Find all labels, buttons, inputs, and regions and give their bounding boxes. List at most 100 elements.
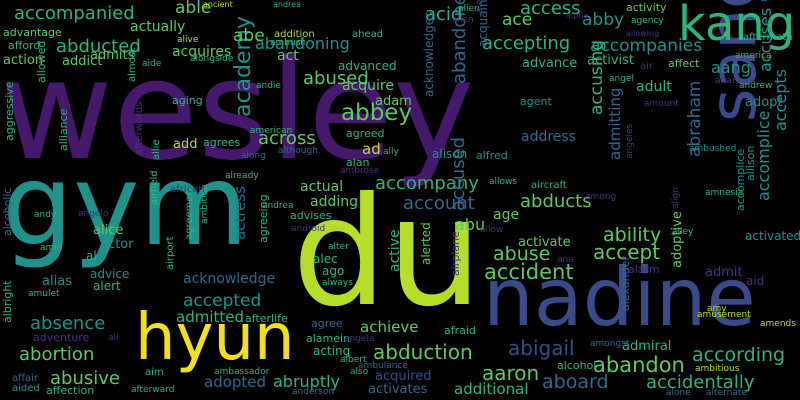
- word-advice: advice: [90, 267, 130, 281]
- word-america: america: [735, 51, 772, 61]
- word-hyun: hyun: [135, 301, 295, 375]
- word-airfield: airfield: [149, 170, 160, 205]
- word-adult: adult: [636, 79, 672, 95]
- word-accompany: accompany: [375, 173, 479, 194]
- word-abduction: abduction: [373, 340, 473, 364]
- word-acting: acting: [313, 344, 351, 358]
- word-actor: actor: [100, 237, 134, 252]
- word-alice: alice: [93, 223, 124, 238]
- word-across: across: [258, 128, 316, 149]
- word-affect: affect: [668, 57, 700, 70]
- word-allows: allows: [489, 177, 518, 187]
- word-agree: agree: [311, 317, 343, 330]
- word-adopt: adopt: [745, 95, 783, 110]
- word-afraid: afraid: [444, 324, 476, 337]
- word-alerted: alerted: [419, 222, 433, 265]
- word-adoptive: adoptive: [670, 211, 685, 268]
- word-access: access: [520, 0, 581, 19]
- word-ancient: ancient: [203, 0, 233, 9]
- word-addict: addict: [62, 54, 103, 69]
- word-activist: activist: [587, 53, 634, 68]
- word-abducted: abducted: [56, 36, 141, 57]
- word-afterlife: afterlife: [245, 312, 288, 325]
- word-accepting: accepting: [482, 33, 571, 54]
- word-alien: alien: [458, 4, 480, 14]
- word-ambitious: ambitious: [695, 364, 740, 374]
- word-ambulance: ambulance: [358, 361, 408, 371]
- word-amulet: amulet: [28, 289, 60, 299]
- word-abu: abu: [455, 215, 486, 234]
- word-amongst: amongst: [590, 339, 630, 349]
- word-nadine: nadine: [483, 251, 756, 344]
- word-agent: agent: [520, 95, 552, 108]
- word-abbey: abbey: [341, 100, 413, 126]
- word-allow: allow: [480, 225, 504, 235]
- word-air: air: [640, 61, 654, 72]
- word-almost: almost: [127, 48, 138, 82]
- word-activated: activated: [745, 229, 800, 243]
- word-alex: alex: [475, 0, 485, 13]
- word-ahead: ahead: [352, 29, 384, 40]
- word-accepted: accepted: [183, 291, 262, 311]
- word-allowing: allowing: [626, 29, 660, 38]
- word-align: align: [671, 187, 681, 209]
- word-ace: ace: [502, 10, 533, 30]
- word-agreed: agreed: [346, 127, 385, 140]
- word-adam: adam: [375, 94, 412, 109]
- word-absence: absence: [30, 313, 106, 334]
- word-aid: aid: [746, 274, 765, 288]
- word-activate: activate: [518, 235, 571, 250]
- word-aircraft: aircraft: [531, 180, 567, 191]
- word-age: age: [493, 207, 520, 223]
- word-african: african: [170, 184, 205, 195]
- word-alison: alison: [432, 147, 468, 161]
- word-alarm: alarm: [628, 263, 660, 276]
- word-ability: ability: [603, 224, 662, 246]
- word-aftermath: aftermath: [743, 32, 793, 43]
- word-alcohol: alcohol: [557, 359, 597, 372]
- word-angeles: angeles: [625, 123, 635, 159]
- word-wesley: wesley: [0, 30, 475, 191]
- word-ambushed: ambushed: [689, 144, 737, 154]
- word-anderson: anderson: [292, 387, 335, 397]
- word-address: address: [521, 129, 577, 145]
- word-andrea-top: andrea: [273, 0, 301, 9]
- word-although: although: [278, 146, 318, 156]
- word-airplane: airplane: [449, 231, 462, 276]
- word-adopted: adopted: [204, 373, 267, 391]
- word-amid: amid: [40, 243, 63, 253]
- word-admitted: admitted: [176, 308, 245, 326]
- word-abortion: abortion: [19, 344, 95, 365]
- word-allowed: allowed: [35, 40, 48, 83]
- word-accidentally: accidentally: [646, 372, 755, 393]
- word-alive: alive: [177, 35, 199, 45]
- word-actual: actual: [300, 179, 344, 195]
- word-andie: andie: [256, 81, 281, 91]
- word-adventure: adventure: [33, 331, 90, 344]
- word-alone: alone: [666, 388, 691, 398]
- word-acquires: acquires: [172, 44, 232, 60]
- word-american: american: [250, 126, 293, 136]
- word-affair: affair: [12, 373, 39, 384]
- word-accompanied: accompanied: [14, 3, 135, 24]
- word-ambush: ambush: [270, 38, 307, 48]
- word-admit: admit: [705, 265, 743, 280]
- word-ambrose: ambrose: [340, 166, 380, 176]
- word-acknowledges: acknowledges: [422, 11, 436, 97]
- word-active: active: [387, 229, 403, 272]
- word-accompanies: accompanies: [590, 36, 703, 56]
- word-abusive: abusive: [50, 368, 120, 389]
- word-alamein: alamein: [306, 332, 351, 345]
- word-afterward: afterward: [131, 385, 175, 395]
- word-amy: amy: [707, 304, 727, 314]
- word-alternate: alternate: [706, 388, 747, 398]
- word-abandon: abandon: [593, 353, 685, 377]
- word-gym: gym: [2, 141, 249, 271]
- word-along: along: [241, 151, 266, 161]
- word-activity: activity: [626, 1, 667, 14]
- word-already: already: [225, 171, 259, 181]
- word-kang: kang: [678, 0, 796, 52]
- word-du: du: [292, 166, 483, 340]
- word-agrees: agrees: [203, 136, 241, 149]
